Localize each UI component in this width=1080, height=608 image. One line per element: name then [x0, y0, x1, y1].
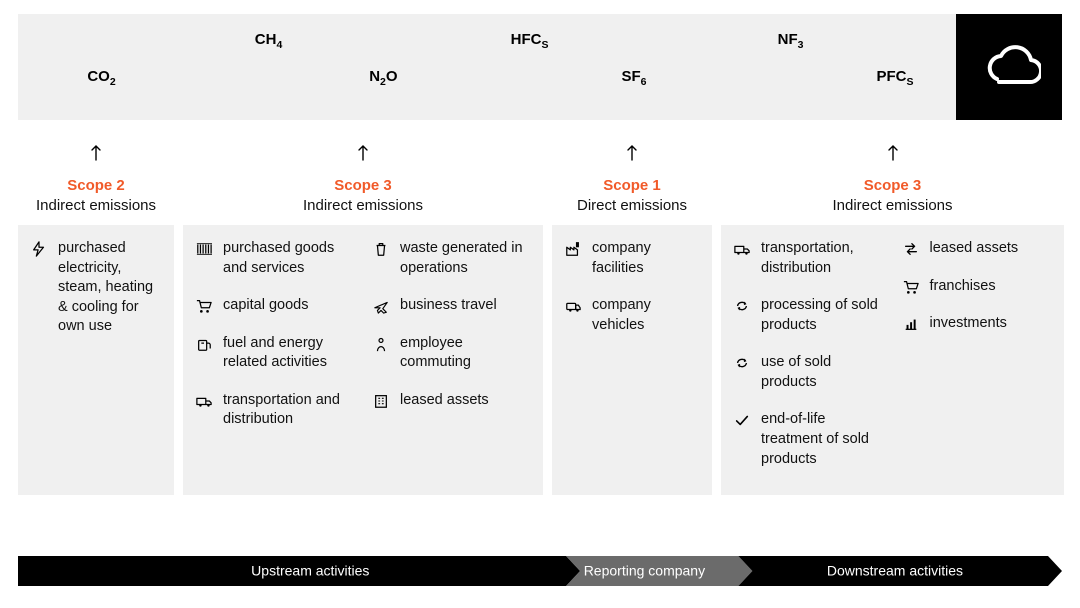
scope-subtitle: Indirect emissions: [18, 196, 174, 216]
scope-title: Scope 3: [721, 176, 1064, 196]
scope-item-label: investments: [930, 314, 1007, 334]
gas-formula: CO2: [87, 68, 115, 88]
scope-item-label: transportation, distribution: [761, 239, 884, 278]
scope-item: purchased electricity, steam, heating & …: [30, 239, 162, 337]
scope-item-label: processing of sold products: [761, 296, 884, 335]
gas-formula: HFCs: [511, 31, 549, 51]
arrow-up: [18, 126, 174, 176]
scope-column-scope2: Scope 2Indirect emissions purchased elect…: [18, 126, 174, 495]
fuel-icon: [195, 334, 213, 352]
scope-panel: transportation, distribution processing o…: [721, 225, 1064, 495]
gas-formula: N2O: [369, 68, 397, 88]
swap-icon: [902, 239, 920, 257]
scope-item: capital goods: [195, 296, 354, 316]
cycle-icon: [733, 296, 751, 314]
scope-item-label: company vehicles: [592, 296, 700, 335]
plane-icon: [372, 296, 390, 314]
arrow-up: [721, 126, 1064, 176]
scope-item: transportation and distribution: [195, 391, 354, 430]
gases-band: CO2 CH4 N2O HFCs SF6 NF3 PFCs: [18, 14, 1062, 120]
scope-item: purchased goods and services: [195, 239, 354, 278]
scope-item: processing of sold products: [733, 296, 884, 335]
scope-item: company facilities: [564, 239, 700, 278]
scope-item: use of sold products: [733, 353, 884, 392]
scope-item: leased assets: [372, 391, 531, 411]
scope-panel: purchased electricity, steam, heating & …: [18, 225, 174, 495]
scope-item: franchises: [902, 277, 1053, 297]
scope-item-label: fuel and energy related activities: [223, 334, 354, 373]
scope-item-label: employee commuting: [400, 334, 531, 373]
barcode-icon: [195, 239, 213, 257]
scope-panel: company facilities company vehicles: [552, 225, 712, 495]
scope-item-label: company facilities: [592, 239, 700, 278]
building-icon: [372, 391, 390, 409]
flow-bar: Upstream activities Reporting company Down…: [18, 556, 1062, 586]
person-icon: [372, 334, 390, 352]
scope-subtitle: Indirect emissions: [183, 196, 543, 216]
scope-item-label: use of sold products: [761, 353, 884, 392]
arrow-up: [183, 126, 543, 176]
scope-item-label: purchased goods and services: [223, 239, 354, 278]
ghg-scopes-diagram: CO2CH4N2OHFCsSF6NF3PFCs Scope 2Indirect …: [0, 0, 1080, 608]
cycle-icon: [733, 353, 751, 371]
check-icon: [733, 410, 751, 428]
flow-label: Downstream activities: [827, 563, 963, 579]
cart-icon: [902, 277, 920, 295]
scope-item-label: leased assets: [400, 391, 489, 411]
scope-columns: Scope 2Indirect emissionspurchased elect…: [18, 126, 1062, 495]
factory-icon: [564, 239, 582, 257]
flow-label: Reporting company: [584, 563, 705, 579]
cloud-icon-box: [956, 14, 1062, 120]
truck-icon: [733, 239, 751, 257]
scope-item: end-of-life treatment of sold products: [733, 410, 884, 469]
scope-item-label: business travel: [400, 296, 497, 316]
gas-formula: NF3: [778, 31, 804, 51]
scope-column-scope3-up: Scope 3Indirect emissions purchased goods…: [183, 126, 543, 495]
scope-panel: purchased goods and services capital good…: [183, 225, 543, 495]
scope-column-scope1: Scope 1Direct emissions company facilitie…: [552, 126, 712, 495]
scope-item: transportation, distribution: [733, 239, 884, 278]
scope-item: business travel: [372, 296, 531, 316]
scope-title: Scope 2: [18, 176, 174, 196]
trash-icon: [372, 239, 390, 257]
scope-item: waste generated in operations: [372, 239, 531, 278]
gas-formula: PFCs: [876, 68, 913, 88]
van-icon: [564, 296, 582, 314]
scope-item-label: end-of-life treatment of sold products: [761, 410, 884, 469]
scope-title: Scope 3: [183, 176, 543, 196]
flow-label: Upstream activities: [251, 563, 369, 579]
scope-item-label: purchased electricity, steam, heating & …: [58, 239, 162, 337]
scope-item-label: franchises: [930, 277, 996, 297]
scope-item-label: waste generated in operations: [400, 239, 531, 278]
bolt-icon: [30, 239, 48, 257]
chart-icon: [902, 314, 920, 332]
scope-head: Scope 3Indirect emissions: [183, 176, 543, 215]
scope-head: Scope 1Direct emissions: [552, 176, 712, 215]
cloud-icon: [977, 35, 1041, 99]
scope-item-label: capital goods: [223, 296, 308, 316]
arrow-up: [552, 126, 712, 176]
gas-formula: CH4: [255, 31, 283, 51]
truck-icon: [195, 391, 213, 409]
scope-item-label: transportation and distribution: [223, 391, 354, 430]
scope-item-label: leased assets: [930, 239, 1019, 259]
cart-icon: [195, 296, 213, 314]
scope-item: fuel and energy related activities: [195, 334, 354, 373]
scope-title: Scope 1: [552, 176, 712, 196]
scope-head: Scope 3Indirect emissions: [721, 176, 1064, 215]
scope-item: leased assets: [902, 239, 1053, 259]
gas-formula: SF6: [621, 68, 646, 88]
scope-head: Scope 2Indirect emissions: [18, 176, 174, 215]
scope-item: employee commuting: [372, 334, 531, 373]
scope-item: investments: [902, 314, 1053, 334]
scope-column-scope3-down: Scope 3Indirect emissions transportation,…: [721, 126, 1064, 495]
scope-subtitle: Direct emissions: [552, 196, 712, 216]
scope-item: company vehicles: [564, 296, 700, 335]
scope-subtitle: Indirect emissions: [721, 196, 1064, 216]
